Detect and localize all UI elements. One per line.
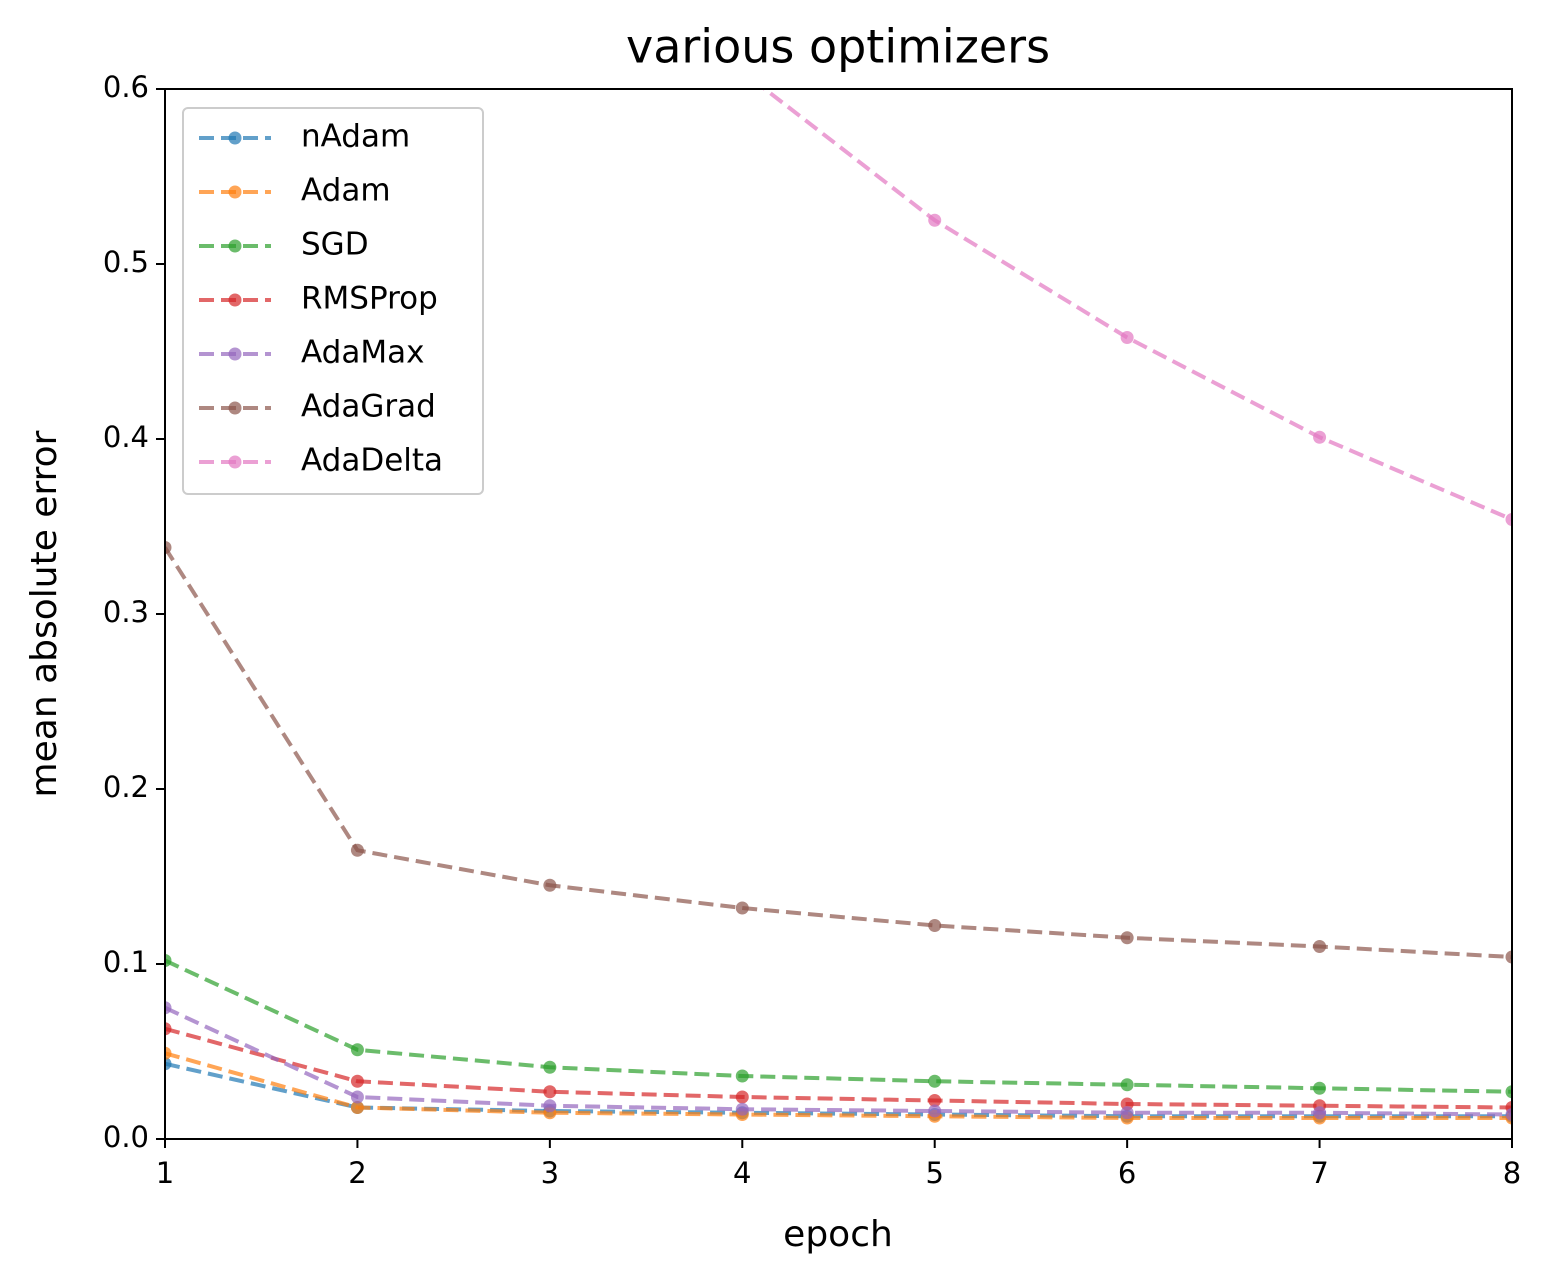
- plot-area: [165, 89, 1512, 1125]
- series-line: [165, 1026, 1512, 1110]
- legend-marker: [228, 185, 242, 199]
- y-tick-label: 0.3: [103, 595, 149, 629]
- legend-label: AdaDelta: [301, 443, 443, 479]
- data-point: [928, 213, 942, 227]
- y-tick-label: 0.2: [103, 770, 149, 804]
- data-point: [1313, 1106, 1327, 1120]
- x-tick-label: 7: [1310, 1156, 1328, 1190]
- y-axis-label: mean absolute error: [24, 430, 65, 797]
- legend-label: Adam: [301, 173, 391, 209]
- legend-marker: [228, 131, 242, 145]
- y-tick-label: 0.4: [103, 420, 149, 454]
- y-tick-label: 0.6: [103, 70, 149, 104]
- data-point: [1505, 513, 1512, 526]
- data-point: [1505, 1108, 1512, 1121]
- data-point: [543, 878, 557, 892]
- series-line: [165, 958, 1512, 1094]
- y-tick-label: 0.5: [103, 245, 149, 279]
- x-tick-label: 2: [348, 1156, 366, 1190]
- data-point: [928, 1094, 942, 1107]
- data-point: [350, 1074, 364, 1088]
- legend-marker: [228, 455, 242, 469]
- data-point: [928, 919, 942, 932]
- data-point: [928, 1074, 942, 1088]
- data-point: [1120, 931, 1134, 945]
- x-tick-label: 3: [541, 1156, 559, 1190]
- data-point: [165, 1001, 172, 1015]
- data-point: [165, 1022, 172, 1036]
- legend-label: nAdam: [301, 119, 410, 155]
- data-point: [735, 1069, 749, 1083]
- data-point: [1313, 1081, 1327, 1095]
- series-line: [165, 546, 1512, 959]
- legend-marker: [228, 293, 242, 307]
- data-point: [165, 1046, 172, 1060]
- legend-label: RMSProp: [301, 281, 438, 317]
- x-tick-label: 1: [156, 1156, 174, 1190]
- data-point: [1120, 331, 1134, 344]
- data-point: [735, 1090, 749, 1104]
- legend-box: [182, 107, 484, 495]
- data-point: [928, 1104, 942, 1118]
- x-axis-label: epoch: [783, 1214, 893, 1255]
- data-point: [543, 1085, 557, 1099]
- data-point: [350, 1101, 364, 1114]
- data-point: [735, 901, 749, 915]
- legend-label: SGD: [301, 227, 369, 263]
- data-point: [165, 1057, 172, 1071]
- x-tick-label: 5: [925, 1156, 943, 1190]
- data-point: [165, 541, 172, 554]
- legend-marker: [228, 401, 242, 415]
- data-point: [1120, 1078, 1134, 1092]
- data-point: [1505, 1085, 1512, 1099]
- data-point: [350, 1043, 364, 1057]
- data-point: [350, 843, 364, 857]
- x-tick-label: 8: [1503, 1156, 1521, 1190]
- data-point: [1120, 1106, 1134, 1120]
- series-line: [165, 1005, 1512, 1117]
- x-tick-label: 6: [1118, 1156, 1136, 1190]
- data-point: [735, 1102, 749, 1116]
- y-tick-label: 0.0: [103, 1120, 149, 1154]
- data-point: [350, 1090, 364, 1104]
- data-point: [1505, 950, 1512, 964]
- legend-label: AdaMax: [301, 335, 424, 371]
- legend-marker: [228, 347, 242, 361]
- y-tick-label: 0.1: [103, 945, 149, 979]
- chart-title: various optimizers: [626, 20, 1050, 74]
- data-point: [543, 1099, 557, 1113]
- data-point: [1313, 430, 1327, 444]
- x-tick-label: 4: [733, 1156, 751, 1190]
- series-line: [165, 1051, 1512, 1120]
- data-point: [165, 954, 172, 967]
- legend-marker: [228, 239, 242, 253]
- legend-label: AdaGrad: [301, 389, 436, 425]
- data-point: [1313, 940, 1327, 953]
- data-point: [543, 1060, 557, 1074]
